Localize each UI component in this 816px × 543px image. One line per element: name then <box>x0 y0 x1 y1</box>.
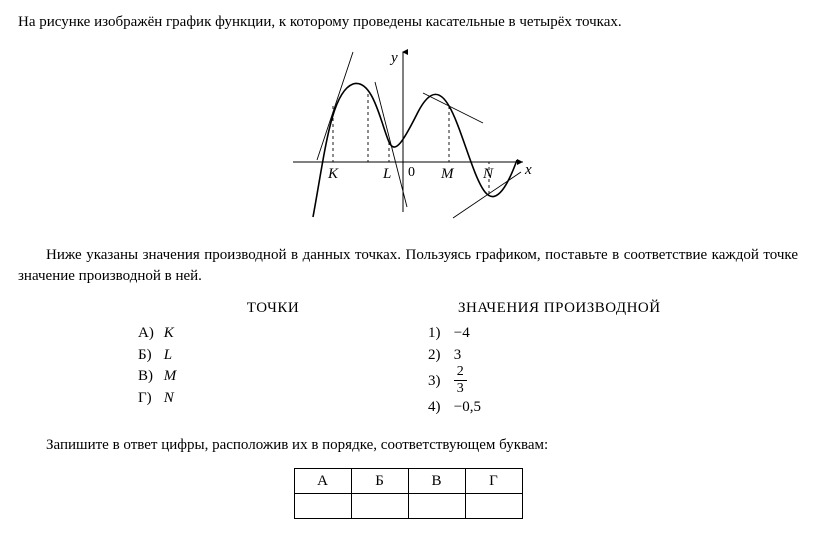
fraction-denominator: 3 <box>454 381 467 396</box>
fraction-numerator: 2 <box>454 365 467 381</box>
point-label: K <box>164 325 174 341</box>
svg-text:N: N <box>482 166 494 182</box>
list-item: 1) −4 <box>428 323 798 345</box>
task-text: Ниже указаны значения производной в данн… <box>18 245 798 286</box>
values-column: ЗНАЧЕНИЯ ПРОИЗВОДНОЙ 1) −4 2) 3 3) 2 3 <box>408 300 798 419</box>
value-text: −4 <box>454 325 470 341</box>
points-list: А) K Б) L В) M Г) N <box>138 323 408 410</box>
list-item: В) M <box>138 366 408 388</box>
match-columns: ТОЧКИ А) K Б) L В) M Г) N <box>18 300 798 419</box>
point-label: M <box>164 368 177 384</box>
list-item: 2) 3 <box>428 345 798 367</box>
answer-input-cell[interactable] <box>408 494 465 519</box>
points-heading: ТОЧКИ <box>138 300 408 317</box>
intro-text: На рисунке изображён график функции, к к… <box>18 12 798 32</box>
table-row: А Б В Г <box>294 469 522 494</box>
list-item: 4) −0,5 <box>428 397 798 419</box>
value-key: 4) <box>428 397 450 419</box>
point-key: А) <box>138 323 160 345</box>
table-row <box>294 494 522 519</box>
point-label: L <box>164 347 172 363</box>
function-graph-figure: y x 0 <box>273 42 543 227</box>
answer-input-cell[interactable] <box>465 494 522 519</box>
point-key: Г) <box>138 388 160 410</box>
list-item: Г) N <box>138 388 408 410</box>
graph-svg: y x 0 <box>273 42 543 222</box>
answer-header-cell: В <box>408 469 465 494</box>
list-item: А) K <box>138 323 408 345</box>
svg-text:0: 0 <box>408 165 415 180</box>
list-item: Б) L <box>138 345 408 367</box>
point-label: N <box>164 390 174 406</box>
page-root: На рисунке изображён график функции, к к… <box>0 0 816 543</box>
answer-header-cell: Б <box>351 469 408 494</box>
values-heading: ЗНАЧЕНИЯ ПРОИЗВОДНОЙ <box>428 300 798 317</box>
value-fraction: 2 3 <box>454 365 467 396</box>
values-list: 1) −4 2) 3 3) 2 3 4) −0,5 <box>428 323 798 419</box>
answer-input-cell[interactable] <box>294 494 351 519</box>
value-text: 3 <box>454 347 462 363</box>
answer-input-cell[interactable] <box>351 494 408 519</box>
svg-text:x: x <box>524 162 532 178</box>
answer-header-cell: Г <box>465 469 522 494</box>
answer-header-cell: А <box>294 469 351 494</box>
value-key: 1) <box>428 323 450 345</box>
answer-table: А Б В Г <box>294 468 523 519</box>
instruction-text: Запишите в ответ цифры, расположив их в … <box>18 437 798 454</box>
points-column: ТОЧКИ А) K Б) L В) M Г) N <box>18 300 408 419</box>
answer-table-container: А Б В Г <box>18 468 798 519</box>
value-key: 3) <box>428 371 450 393</box>
value-key: 2) <box>428 345 450 367</box>
svg-text:L: L <box>382 166 391 182</box>
value-text: −0,5 <box>454 399 481 415</box>
figure-container: y x 0 <box>18 42 798 227</box>
svg-text:M: M <box>440 166 455 182</box>
point-key: Б) <box>138 345 160 367</box>
list-item: 3) 2 3 <box>428 366 798 397</box>
svg-text:y: y <box>389 50 398 66</box>
point-key: В) <box>138 366 160 388</box>
svg-text:K: K <box>327 166 339 182</box>
